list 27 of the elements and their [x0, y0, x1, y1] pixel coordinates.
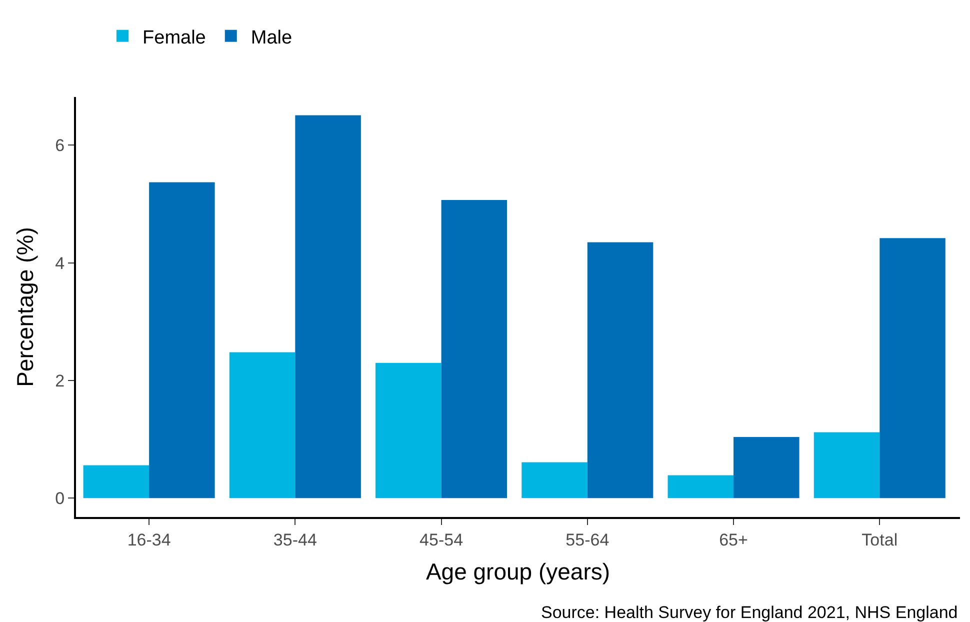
y-tick-label: 0 — [55, 489, 65, 508]
bar — [229, 352, 296, 498]
x-tick-label: 55-64 — [566, 530, 610, 550]
bar — [668, 475, 734, 498]
bar — [376, 362, 442, 498]
bar — [441, 200, 508, 498]
x-tick-label: 45-54 — [420, 530, 464, 550]
source-note: Source: Health Survey for England 2021, NHS England — [541, 603, 958, 622]
x-tick-label: 35-44 — [273, 530, 317, 550]
bar — [734, 437, 800, 498]
y-tick-label: 6 — [55, 136, 65, 156]
y-axis-title: Percentage (%) — [12, 227, 38, 387]
bar — [522, 462, 588, 498]
legend-label: Male — [250, 27, 292, 48]
bar — [587, 242, 654, 498]
x-tick-label: 16-34 — [127, 530, 171, 550]
y-tick-label: 4 — [55, 254, 65, 273]
bar — [149, 182, 215, 498]
bar — [814, 432, 880, 498]
y-tick-label: 2 — [55, 371, 65, 390]
bar — [83, 465, 150, 498]
bar — [880, 238, 946, 498]
legend-label: Female — [142, 27, 206, 48]
bar — [295, 115, 361, 498]
x-tick-label: 65+ — [719, 530, 748, 550]
x-tick-label: Total — [862, 530, 898, 550]
x-axis-title: Age group (years) — [426, 558, 610, 584]
